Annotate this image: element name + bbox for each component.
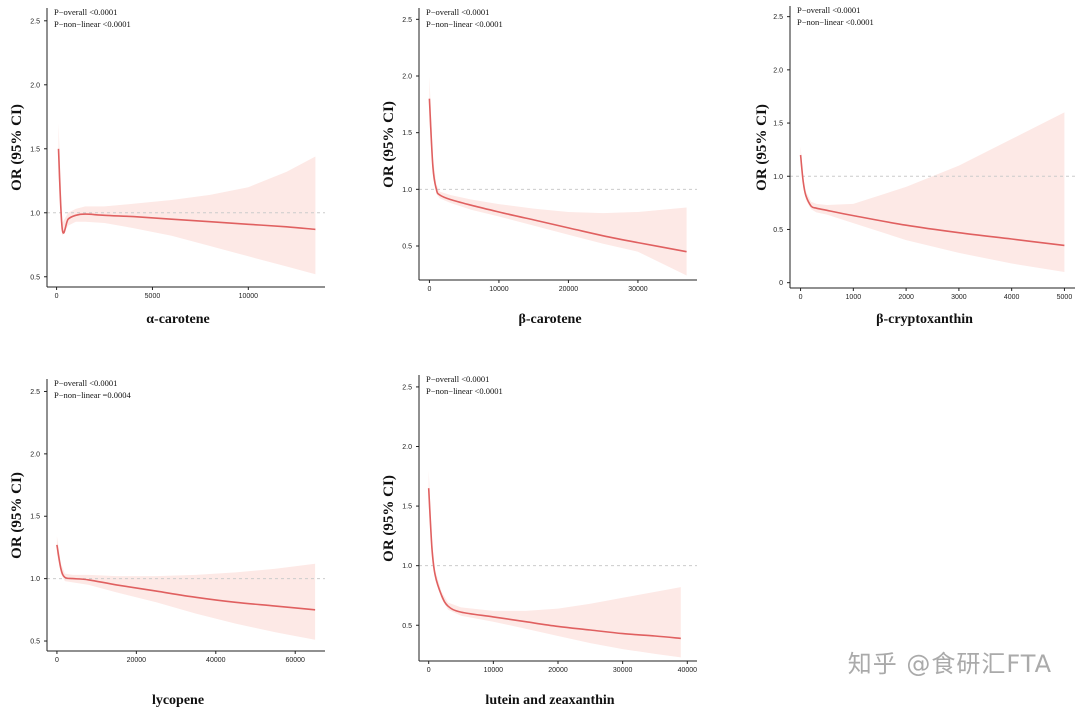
y-tick-label: 1.5 <box>402 504 412 511</box>
y-tick-label: 2.5 <box>773 14 783 21</box>
chart-svg: 0 0.5 1.0 1.5 2.0 2.5 0 1000 2000 3000 4000 5000 <box>773 6 1075 301</box>
ci-band <box>800 112 1065 273</box>
ci-band <box>58 123 316 275</box>
y-tick-label: 2.5 <box>30 18 40 25</box>
x-axis-title: lycopene <box>151 693 205 708</box>
p-value-line: P−overall <0.0001 <box>797 5 861 15</box>
y-tick-label: 0.5 <box>402 623 412 630</box>
x-tick-label: 2000 <box>898 294 914 301</box>
chart-panel-lutein-zeaxanthin: 0.5 1.0 1.5 2.0 2.5 0 10000 20000 30000 40000 P−ov… <box>372 365 732 709</box>
p-value-annotation: P−overall <0.0001 P−non−linear =0.0004 <box>54 377 131 401</box>
p-value-annotation: P−overall <0.0001 P−non−linear <0.0001 <box>797 4 874 28</box>
y-tick-label: 0 <box>779 280 783 287</box>
p-value-annotation: P−overall <0.0001 P−non−linear <0.0001 <box>54 6 131 30</box>
y-tick-label: 1.5 <box>773 121 783 128</box>
x-tick-label: 20000 <box>127 657 147 664</box>
x-tick-label: 40000 <box>678 667 698 674</box>
p-value-annotation: P−overall <0.0001 P−non−linear <0.0001 <box>426 6 503 30</box>
ci-band <box>56 536 316 640</box>
y-tick-label: 0.5 <box>402 244 412 251</box>
x-tick-label: 4000 <box>1004 294 1020 301</box>
x-axis-title: α-carotene <box>146 312 210 327</box>
chart-panel-beta-cryptoxanthin: 0 0.5 1.0 1.5 2.0 2.5 0 1000 2000 3000 4000 5000 P−o… <box>745 0 1080 345</box>
y-axis-title: OR (95% CI) <box>380 474 397 562</box>
x-tick-label: 20000 <box>548 667 568 674</box>
x-tick-label: 5000 <box>145 293 161 300</box>
p-value-line: P−overall <0.0001 <box>54 378 118 388</box>
x-tick-label: 3000 <box>951 294 967 301</box>
p-value-annotation: P−overall <0.0001 P−non−linear <0.0001 <box>426 373 503 397</box>
or-curve <box>57 148 316 234</box>
p-value-line: P−non−linear <0.0001 <box>797 17 874 27</box>
p-value-line: P−non−linear <0.0001 <box>426 386 503 396</box>
y-tick-label: 0.5 <box>30 274 40 281</box>
x-tick-label: 10000 <box>239 293 259 300</box>
y-tick-label: 1.0 <box>30 210 40 217</box>
x-tick-label: 1000 <box>846 294 862 301</box>
watermark-text: 知乎 @食研汇FTA <box>847 650 1052 678</box>
x-tick-label: 30000 <box>613 667 633 674</box>
y-axis-title: OR (95% CI) <box>380 100 397 188</box>
y-tick-label: 2.0 <box>402 74 412 81</box>
y-tick-label: 2.0 <box>773 67 783 74</box>
y-tick-label: 1.0 <box>773 174 783 181</box>
chart-svg: 0.5 1.0 1.5 2.0 2.5 0 20000 40000 60000 <box>30 379 325 664</box>
x-tick-label: 0 <box>427 286 431 293</box>
or-curve <box>427 488 681 640</box>
x-tick-label: 40000 <box>206 657 226 664</box>
y-tick-label: 1.0 <box>30 576 40 583</box>
chart-panel-lycopene: 0.5 1.0 1.5 2.0 2.5 0 20000 40000 60000 P−overall… <box>0 365 360 709</box>
chart-svg: 0.5 1.0 1.5 2.0 2.5 0 10000 20000 30000 <box>402 8 697 293</box>
y-axis-title: OR (95% CI) <box>8 471 25 559</box>
ci-band <box>429 76 687 276</box>
x-tick-label: 0 <box>55 657 59 664</box>
y-tick-label: 2.5 <box>402 17 412 24</box>
y-tick-label: 1.5 <box>30 514 40 521</box>
x-tick-label: 10000 <box>484 667 504 674</box>
x-tick-label: 20000 <box>559 286 579 293</box>
y-tick-label: 1.0 <box>402 187 412 194</box>
or-curve <box>799 154 1065 247</box>
p-value-line: P−non−linear =0.0004 <box>54 390 131 400</box>
x-tick-label: 0 <box>427 667 431 674</box>
y-tick-label: 2.0 <box>30 451 40 458</box>
ci-band <box>428 470 681 658</box>
p-value-line: P−overall <0.0001 <box>426 7 490 17</box>
y-tick-label: 2.0 <box>402 444 412 451</box>
y-tick-label: 1.5 <box>30 146 40 153</box>
y-axis-title: OR (95% CI) <box>753 103 770 191</box>
y-axis-title: OR (95% CI) <box>8 104 25 191</box>
x-axis-title: lutein and zeaxanthin <box>485 693 615 708</box>
y-tick-label: 1.5 <box>402 130 412 137</box>
p-value-line: P−overall <0.0001 <box>426 374 490 384</box>
x-axis-title: β-cryptoxanthin <box>876 312 973 327</box>
chart-svg: 0.5 1.0 1.5 2.0 2.5 0 5000 10000 <box>30 8 325 300</box>
x-tick-label: 0 <box>799 294 803 301</box>
chart-panel-alpha-carotene: 0.5 1.0 1.5 2.0 2.5 0 5000 10000 P−overall <0.00… <box>0 0 360 345</box>
or-curve <box>428 98 687 253</box>
p-value-line: P−non−linear <0.0001 <box>426 19 503 29</box>
y-tick-label: 1.0 <box>402 563 412 570</box>
y-tick-label: 0.5 <box>30 639 40 646</box>
x-tick-label: 0 <box>55 293 59 300</box>
p-value-line: P−non−linear <0.0001 <box>54 19 131 29</box>
x-tick-label: 30000 <box>628 286 648 293</box>
x-tick-label: 10000 <box>489 286 509 293</box>
p-value-line: P−overall <0.0001 <box>54 7 118 17</box>
chart-panel-beta-carotene: 0.5 1.0 1.5 2.0 2.5 0 10000 20000 30000 P−overall… <box>372 0 732 345</box>
y-tick-label: 2.0 <box>30 82 40 89</box>
y-tick-label: 0.5 <box>773 227 783 234</box>
y-tick-label: 2.5 <box>402 384 412 391</box>
x-tick-label: 60000 <box>285 657 305 664</box>
chart-svg: 0.5 1.0 1.5 2.0 2.5 0 10000 20000 30000 40000 <box>402 375 698 674</box>
x-tick-label: 5000 <box>1057 294 1073 301</box>
y-tick-label: 2.5 <box>30 389 40 396</box>
or-curve <box>56 544 316 611</box>
x-axis-title: β-carotene <box>518 312 582 327</box>
